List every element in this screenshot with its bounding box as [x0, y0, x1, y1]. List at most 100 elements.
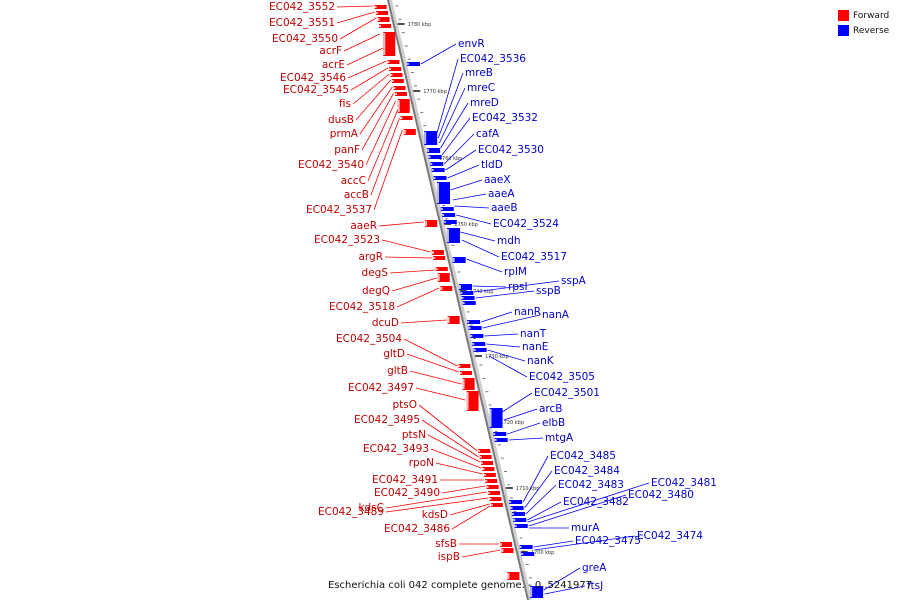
reverse-gene-label: EC042_3517 [501, 251, 567, 263]
reverse-label-connector [544, 585, 586, 595]
reverse-gene-highlight [440, 208, 443, 210]
reverse-gene-block [430, 162, 444, 166]
reverse-gene-label: elbB [542, 417, 565, 429]
reverse-label-connector [452, 193, 487, 201]
forward-gene-block [466, 391, 479, 411]
reverse-gene-highlight [493, 433, 496, 435]
reverse-gene-labels: envR EC042_3536 mreB mreC mreD EC042_3532 cafA… [420, 38, 717, 595]
forward-gene-label: dcuD [372, 317, 399, 329]
forward-gene-label: ptsN [402, 429, 426, 441]
reverse-gene-block [427, 148, 441, 153]
forward-gene-highlight [486, 486, 489, 488]
reverse-gene-label: EC042_3483 [558, 479, 624, 491]
reverse-label-connector [475, 290, 535, 299]
forward-gene-label: accC [341, 175, 366, 187]
scale-label: 1740 kbp [470, 289, 494, 295]
reverse-label-connector [472, 285, 507, 288]
forward-gene-highlight [482, 468, 485, 470]
reverse-label-connector [488, 355, 528, 378]
forward-gene-labels: EC042_3552EC042_3551EC042_3550acrFacrEEC… [269, 1, 501, 563]
forward-gene-highlight [483, 474, 486, 476]
reverse-gene-block [472, 342, 486, 346]
forward-gene-highlight [481, 462, 484, 464]
forward-gene-label: dusB [328, 114, 354, 126]
forward-gene-label: degQ [362, 285, 390, 297]
forward-gene-label: acrF [319, 45, 342, 57]
reverse-gene-label: mtgA [545, 432, 574, 444]
reverse-gene-label: cafA [476, 128, 500, 140]
reverse-gene-block [489, 408, 503, 428]
reverse-gene-track [406, 62, 544, 598]
forward-gene-label: ispB [438, 551, 460, 563]
forward-gene-highlight [501, 549, 504, 552]
forward-gene-highlight [383, 33, 386, 55]
reverse-gene-label: EC042_3474 [637, 530, 703, 542]
scale-label: 1770 kbp [423, 89, 447, 95]
forward-gene-block [507, 572, 520, 580]
forward-gene-highlight [377, 18, 380, 21]
legend-reverse-label: Reverse [853, 25, 890, 36]
forward-gene-block [462, 378, 475, 390]
forward-gene-block [390, 73, 403, 77]
reverse-label-connector [534, 535, 636, 551]
forward-gene-highlight [507, 573, 510, 579]
forward-gene-block [440, 286, 453, 291]
forward-gene-block [501, 548, 514, 553]
forward-gene-block [400, 116, 413, 120]
reverse-label-connector [482, 314, 541, 329]
forward-gene-label: gltB [387, 365, 408, 377]
forward-label-connector [427, 434, 480, 463]
reverse-gene-block [470, 334, 484, 338]
reverse-gene-label: rpsI [508, 281, 528, 293]
legend: Forward Reverse [838, 8, 889, 38]
forward-gene-label: EC042_3490 [374, 487, 440, 499]
reverse-gene-label: EC042_3482 [563, 496, 629, 508]
reverse-label-connector [525, 484, 557, 515]
reverse-gene-highlight [467, 321, 470, 323]
legend-reverse: Reverse [838, 23, 889, 38]
reverse-gene-block [509, 500, 523, 504]
reverse-gene-highlight [431, 169, 434, 171]
forward-gene-label: EC042_3537 [306, 204, 372, 216]
forward-gene-label: EC042_3493 [363, 443, 429, 455]
forward-gene-block [435, 267, 448, 271]
scale-label: 1780 kbp [408, 22, 432, 28]
forward-gene-highlight [374, 6, 377, 8]
forward-gene-label: EC042_3491 [372, 474, 438, 486]
genome-caption: Escherichia coli 042 complete genome. - … [328, 580, 592, 591]
forward-gene-block [389, 67, 402, 71]
forward-gene-label: EC042_3518 [329, 301, 395, 313]
forward-gene-highlight [394, 93, 397, 95]
reverse-gene-block [458, 284, 472, 290]
forward-gene-highlight [437, 274, 440, 281]
forward-label-connector [361, 92, 395, 151]
forward-gene-block [490, 503, 503, 507]
forward-label-connector [415, 387, 466, 401]
forward-label-connector [409, 370, 462, 385]
reverse-gene-block [530, 586, 544, 598]
reverse-gene-highlight [458, 285, 461, 289]
forward-label-connector [435, 462, 483, 475]
reverse-label-connector [486, 343, 521, 348]
reverse-gene-highlight [442, 214, 445, 216]
reverse-gene-highlight [510, 507, 513, 509]
forward-gene-highlight [397, 100, 400, 112]
reverse-gene-block [446, 228, 460, 243]
reverse-label-connector [501, 392, 533, 413]
forward-gene-block [383, 32, 396, 56]
forward-label-connector [385, 497, 489, 513]
forward-gene-highlight [435, 268, 438, 270]
reverse-label-connector [484, 333, 519, 337]
forward-gene-block [397, 99, 410, 113]
reverse-gene-block [443, 220, 457, 224]
forward-gene-highlight [387, 61, 390, 63]
forward-gene-block [482, 467, 495, 471]
forward-gene-label: kdsC [358, 502, 384, 514]
reverse-label-connector [437, 72, 464, 139]
forward-gene-block [447, 316, 460, 324]
reverse-gene-highlight [452, 258, 455, 262]
forward-swatch [838, 10, 849, 21]
reverse-gene-label: mdh [497, 235, 521, 247]
forward-gene-label: EC042_3546 [280, 72, 346, 84]
